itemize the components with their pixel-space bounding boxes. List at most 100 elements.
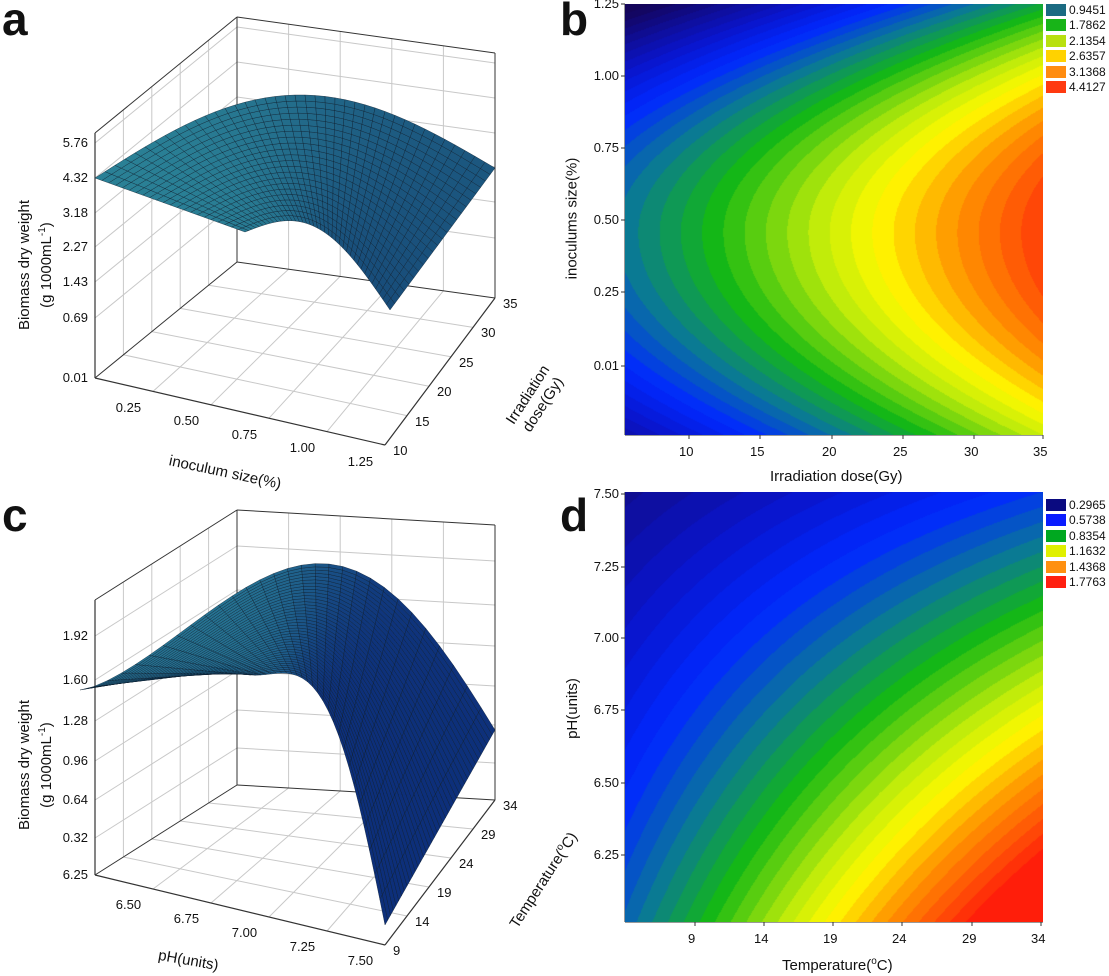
- surface-facet: [303, 589, 317, 593]
- wall-gridline: [94, 589, 238, 681]
- x-tick-label: 30: [964, 444, 979, 459]
- z-tick-label: 1.92: [62, 628, 88, 643]
- surface-facet: [294, 610, 307, 615]
- legend-label: 0.8354: [1069, 528, 1106, 543]
- surface-facet: [286, 649, 296, 653]
- floor-gridline: [210, 790, 341, 904]
- surface-facet: [284, 94, 297, 102]
- legend-label: 0.9451: [1069, 2, 1106, 17]
- surface-plot-a: [94, 16, 496, 446]
- legend-swatch: [1046, 34, 1066, 47]
- surface-facet: [304, 94, 316, 102]
- surface-facet: [314, 563, 330, 568]
- legend-item: 1.4368: [1046, 559, 1106, 575]
- surface-facet: [289, 633, 300, 637]
- surface-facet: [298, 118, 309, 126]
- y-tick-label: 35: [503, 296, 518, 311]
- box-edge: [94, 261, 238, 379]
- box-edge: [94, 509, 238, 601]
- wall-gridline: [236, 61, 496, 99]
- z-axis-title-line1: Biomass dry weight: [16, 199, 33, 331]
- panel-label-c: c: [2, 489, 28, 541]
- floor-gridline: [326, 290, 444, 432]
- surface-facet: [281, 119, 292, 126]
- surface-facet: [324, 96, 336, 105]
- legend-item: 0.9451: [1046, 2, 1106, 18]
- legend-item: 0.8354: [1046, 528, 1106, 544]
- legend-swatch: [1046, 19, 1066, 32]
- surface-facet: [300, 131, 311, 139]
- wall-gridline: [236, 26, 496, 64]
- surface-facet: [305, 100, 317, 109]
- surface-facet: [295, 100, 307, 108]
- z-tick-label: 0.32: [62, 830, 88, 845]
- surface-facet: [287, 106, 299, 114]
- wall-gridline: [236, 545, 496, 562]
- legend-label: 1.7862: [1069, 18, 1106, 33]
- legend-swatch: [1046, 65, 1066, 78]
- y-axis-line: [384, 799, 496, 946]
- z-axis-title-line1: Biomass dry weight: [16, 699, 33, 831]
- z-tick-label: 1.43: [62, 274, 88, 289]
- z-tick-label: 6.25: [62, 867, 88, 882]
- x-axis-line: [94, 377, 386, 446]
- x-tick-label: 34: [1031, 931, 1046, 946]
- legend-label: 1.4368: [1069, 559, 1106, 574]
- legend-swatch: [1046, 576, 1066, 589]
- y-tick-label: 9: [393, 943, 401, 958]
- legend-label: 1.1632: [1069, 544, 1106, 559]
- surface-facet: [291, 124, 302, 132]
- surface-facet: [289, 118, 301, 126]
- z-tick-label: 1.28: [62, 713, 88, 728]
- legend-label: 3.1368: [1069, 64, 1106, 79]
- y-tick-label: 24: [459, 856, 474, 871]
- y-tick-label: 7.00: [593, 630, 619, 645]
- surface-facet: [285, 646, 295, 650]
- x-tick-label: 15: [750, 444, 765, 459]
- x-axis-title-d: Temperature(oC): [782, 956, 893, 974]
- x-tick-label: 7.25: [289, 939, 316, 955]
- panel-label-d: d: [560, 489, 589, 541]
- surface-facet: [290, 636, 301, 640]
- surface-facet: [303, 586, 316, 590]
- y-tick-label: 10: [393, 443, 408, 458]
- y-tick-label: 19: [437, 885, 452, 900]
- surface-facet: [299, 124, 310, 133]
- y-tick-label: 34: [503, 798, 518, 813]
- x-tick-label: 1.25: [347, 453, 374, 469]
- surface-facet: [292, 130, 303, 138]
- legend-swatch: [1046, 498, 1066, 511]
- surface-facet: [296, 106, 308, 114]
- surface-facet: [297, 112, 309, 120]
- z-tick-label: 1.60: [62, 672, 88, 687]
- x-tick-label: 6.75: [173, 911, 200, 927]
- z-tick-label: 5.76: [62, 135, 88, 150]
- z-tick-label: 0.01: [62, 370, 88, 385]
- wall-gridline: [94, 670, 238, 762]
- wall-gridline: [94, 61, 238, 179]
- z-axis-title-line2: (g 1000mL-1): [37, 222, 55, 308]
- surface-facet: [314, 95, 326, 103]
- contour-plot-d: [625, 492, 1043, 922]
- y-tick-label: 0.01: [593, 358, 619, 373]
- legend-d: 0.2965 0.5738 0.8354 1.1632 1.4368 1.7763: [1046, 497, 1106, 590]
- x-tick-label: 10: [679, 444, 694, 459]
- y-tick-label: 7.25: [593, 559, 619, 574]
- legend-item: 3.1368: [1046, 64, 1106, 80]
- box-edge: [236, 261, 496, 299]
- x-tick-label: 1.00: [289, 440, 316, 456]
- box-edge: [236, 16, 496, 54]
- surface-facet: [478, 707, 496, 736]
- z-axis-title-c: Biomass dry weight (g 1000mL-1): [16, 685, 56, 845]
- y-tick-label: 6.50: [593, 775, 619, 790]
- surface-facet: [302, 143, 312, 151]
- x-axis-title-b: Irradiation dose(Gy): [770, 468, 903, 485]
- floor-gridline: [152, 787, 289, 890]
- legend-swatch: [1046, 514, 1066, 527]
- z-axis-title-line2: (g 1000mL-1): [37, 722, 55, 808]
- y-tick-label: 0.25: [593, 284, 619, 299]
- y-axis-line: [384, 297, 496, 446]
- x-tick-label: 0.50: [173, 413, 200, 429]
- wall-gridline: [94, 201, 238, 319]
- box-edge: [236, 509, 496, 526]
